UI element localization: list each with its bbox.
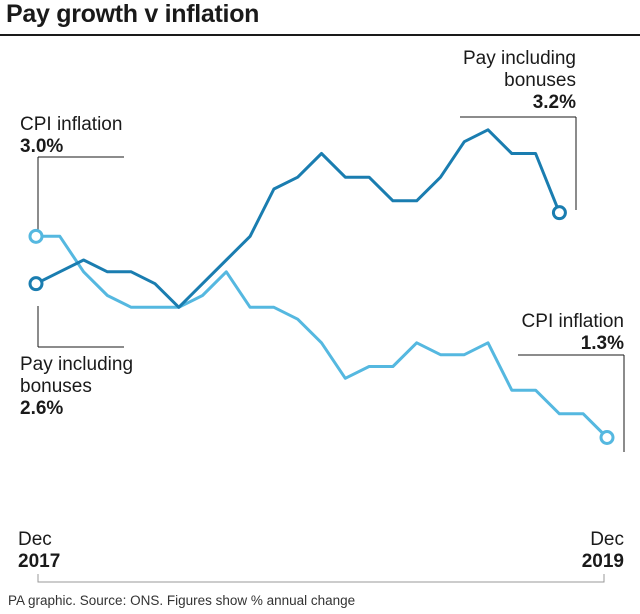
pay-start-marker: [28, 276, 44, 292]
cpi-start-value: 3.0%: [20, 136, 63, 157]
cpi-end-marker: [599, 430, 615, 445]
pay-end-value: 3.2%: [533, 92, 576, 113]
cpi-end-label: CPI inflation: [522, 311, 624, 332]
source-note: PA graphic. Source: ONS. Figures show % …: [8, 593, 355, 608]
pay-end-label-line2: bonuses: [504, 70, 576, 91]
x-axis-end-year: 2019: [582, 551, 624, 572]
pay-end-label-line1: Pay including: [463, 48, 576, 69]
pay-start-value: 2.6%: [20, 398, 63, 419]
cpi-end-value: 1.3%: [581, 333, 624, 354]
pay-including-bonuses-line: [35, 128, 561, 309]
cpi-inflation-line: [36, 234, 609, 439]
pay-end-marker: [551, 205, 567, 221]
title-divider: [0, 34, 640, 36]
pay-start-label-line1: Pay including: [20, 354, 133, 375]
x-axis-start-month: Dec: [18, 529, 52, 550]
cpi-start-marker: [28, 228, 44, 244]
pay-start-label-line2: bonuses: [20, 376, 92, 397]
x-axis-end-month: Dec: [590, 529, 624, 550]
chart-title: Pay growth v inflation: [6, 0, 260, 28]
x-axis-start-year: 2017: [18, 551, 60, 572]
cpi-start-label: CPI inflation: [20, 114, 122, 135]
x-axis-bracket: [37, 574, 605, 583]
